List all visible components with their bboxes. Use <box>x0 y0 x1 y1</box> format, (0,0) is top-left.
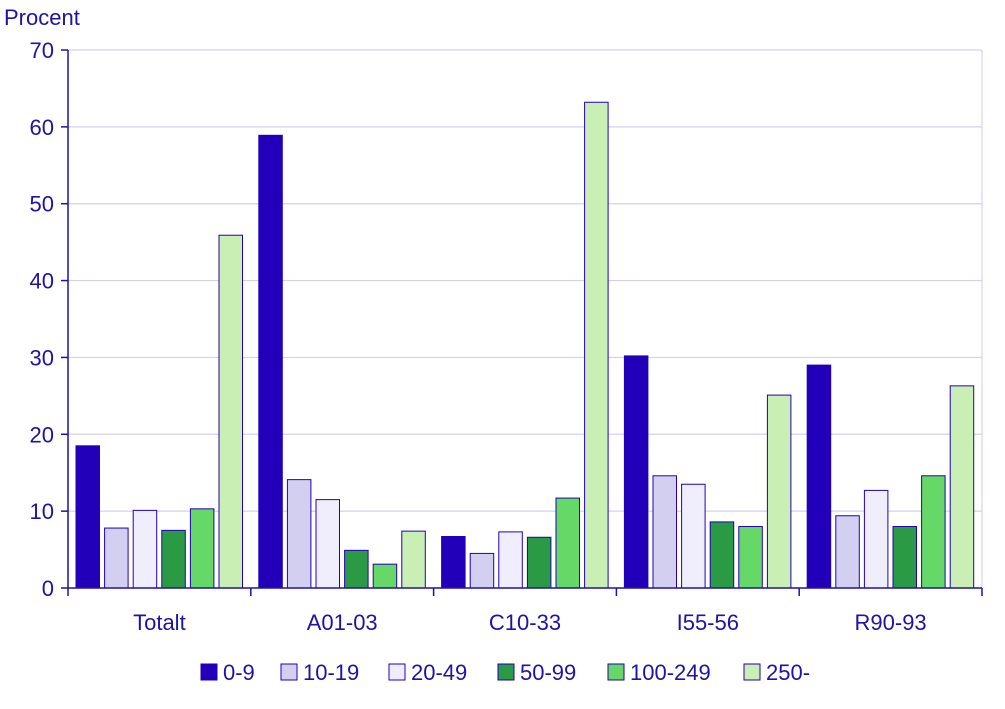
y-tick-label: 10 <box>30 499 54 524</box>
bar-250--I55-56 <box>766 394 792 589</box>
bar-20-49-I55-56 <box>681 483 706 589</box>
bar-250--C10-33 <box>584 101 609 589</box>
bars <box>75 101 975 589</box>
y-tick-label: 20 <box>30 422 54 447</box>
bar-50-99-Totalt <box>161 529 186 589</box>
legend-label-20-49: 20-49 <box>411 660 467 685</box>
legend-swatch-250- <box>743 663 761 681</box>
bar-0-9-R90-93 <box>806 364 832 589</box>
y-axis-label: Procent <box>4 5 80 30</box>
bar-50-99-R90-93 <box>892 526 917 589</box>
bar-100-249-A01-03 <box>372 563 398 589</box>
legend-swatch-50-99 <box>497 663 515 681</box>
y-tick-label: 70 <box>30 38 54 63</box>
legend-swatch-10-19 <box>280 663 298 681</box>
bar-250--Totalt <box>218 234 243 589</box>
bar-20-49-C10-33 <box>498 531 523 589</box>
y-tick-label: 60 <box>30 115 54 140</box>
bar-0-9-I55-56 <box>623 355 649 589</box>
legend-swatch-0-9 <box>200 663 218 681</box>
bar-100-249-I55-56 <box>738 526 763 589</box>
bar-50-99-A01-03 <box>344 549 369 589</box>
legend-label-50-99: 50-99 <box>520 660 576 685</box>
y-tick-label: 0 <box>42 576 54 601</box>
bar-0-9-C10-33 <box>441 536 466 589</box>
bar-250--A01-03 <box>401 530 426 589</box>
x-tick-label: A01-03 <box>307 610 378 635</box>
bar-20-49-A01-03 <box>315 499 340 589</box>
bar-10-19-R90-93 <box>835 515 860 589</box>
x-tick-label: R90-93 <box>855 610 927 635</box>
bar-50-99-C10-33 <box>526 536 552 589</box>
axes: 0 10 20 30 40 50 60 70 Totalt A01-03 C10-33 I55-56 R… <box>30 38 983 635</box>
legend-label-100-249: 100-249 <box>630 660 711 685</box>
bar-20-49-Totalt <box>132 509 158 589</box>
legend-swatch-20-49 <box>388 663 406 681</box>
bar-250--R90-93 <box>949 385 975 589</box>
y-tick-label: 30 <box>30 345 54 370</box>
legend: 0-9 10-19 20-49 50-99 100-249 250- <box>200 660 810 685</box>
y-tick-label: 40 <box>30 269 54 294</box>
legend-label-250-: 250- <box>766 660 810 685</box>
grid-lines <box>68 49 983 588</box>
bar-100-249-C10-33 <box>555 497 580 589</box>
bar-100-249-Totalt <box>189 508 215 589</box>
legend-label-10-19: 10-19 <box>303 660 359 685</box>
bar-10-19-A01-03 <box>286 479 312 589</box>
bar-10-19-I55-56 <box>652 475 677 589</box>
legend-label-0-9: 0-9 <box>223 660 255 685</box>
x-tick-label: C10-33 <box>489 610 561 635</box>
bar-0-9-A01-03 <box>258 134 283 589</box>
bar-100-249-R90-93 <box>921 475 946 589</box>
bar-10-19-Totalt <box>104 527 129 589</box>
y-tick-label: 50 <box>30 192 54 217</box>
x-tick-label: Totalt <box>133 610 186 635</box>
bar-20-49-R90-93 <box>863 489 889 589</box>
bar-50-99-I55-56 <box>709 521 735 589</box>
legend-swatch-100-249 <box>607 663 625 681</box>
bar-10-19-C10-33 <box>469 552 495 589</box>
bar-0-9-Totalt <box>75 445 100 589</box>
x-tick-label: I55-56 <box>677 610 739 635</box>
